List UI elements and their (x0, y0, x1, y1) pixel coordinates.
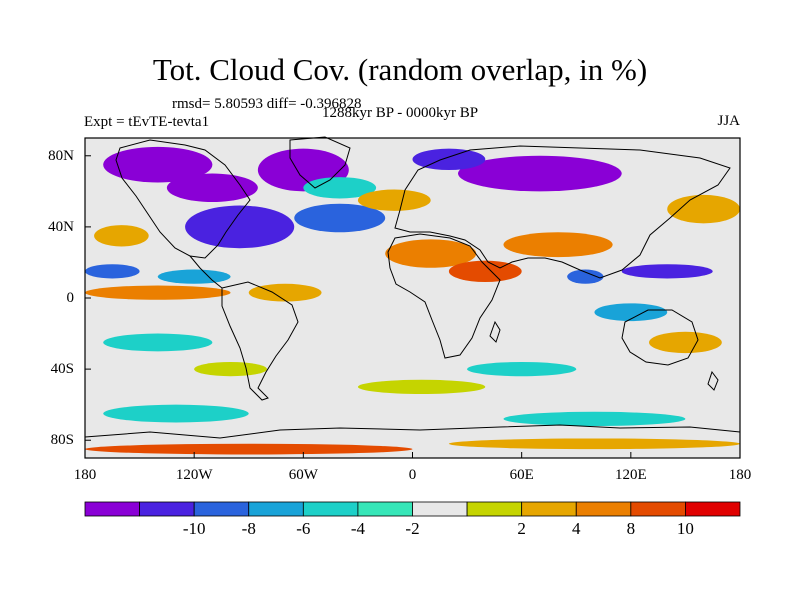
lon-label: 60E (509, 467, 534, 483)
anomaly-region-5 (185, 205, 295, 249)
anomaly-region-0 (103, 146, 213, 183)
stats-line: rmsd= 5.80593 diff= -0.396828 (172, 96, 362, 112)
anomaly-region-16 (503, 411, 686, 426)
coastline-central-america (189, 255, 223, 289)
anomaly-region-20 (94, 225, 149, 247)
lat-label: 80S (50, 432, 74, 449)
lon-label: 0 (408, 467, 417, 483)
anomaly-region-10 (621, 264, 713, 279)
period-label: 1288kyr BP - 0000kyr BP (322, 105, 479, 121)
anomaly-region-4 (412, 148, 486, 170)
lat-label: 0 (66, 290, 75, 306)
coastline-madagascar (489, 320, 501, 343)
anomaly-region-26 (357, 379, 486, 394)
colorbar-box-9 (575, 501, 632, 517)
coastline-australia (621, 309, 699, 366)
colorbar-box-6 (412, 501, 468, 517)
colorbar-box-3 (248, 501, 304, 517)
colorbar-box-2 (193, 501, 250, 517)
anomaly-region-19 (503, 232, 613, 258)
colorbar-label: 10 (676, 519, 694, 538)
coastlines (84, 136, 741, 439)
colorbar-label: -4 (350, 519, 365, 538)
anomaly-field (85, 138, 740, 458)
anomaly-region-8 (157, 269, 231, 284)
lon-label: 120W (175, 467, 213, 483)
colorbar-label: -2 (405, 519, 420, 538)
anomaly-region-7 (85, 264, 140, 279)
anomaly-region-25 (649, 331, 722, 354)
colorbar-label: 2 (517, 519, 526, 538)
anomaly-region-13 (103, 333, 213, 352)
colorbar-label: 4 (572, 519, 581, 538)
colorbar-box-11 (685, 501, 741, 517)
anomaly-region-14 (467, 362, 577, 377)
lat-label: 80N (48, 147, 74, 164)
anomaly-region-9 (303, 177, 377, 199)
colorbar-label: 8 (626, 519, 636, 538)
colorbar-label: -8 (241, 519, 256, 538)
coastline-africa (387, 233, 501, 359)
map-title: Tot. Cloud Cov. (random overlap, in %) (152, 52, 648, 87)
colorbar-box-10 (630, 501, 686, 517)
anomaly-region-12 (594, 303, 668, 322)
anomaly-region-22 (85, 285, 231, 300)
anomaly-region-6 (294, 203, 386, 233)
season-label: JJA (717, 113, 740, 129)
coastline-greenland (289, 136, 351, 189)
colorbar-box-0 (84, 501, 140, 517)
coastline-north-america (115, 139, 251, 259)
colorbar (84, 501, 741, 517)
lat-label: 40S (50, 361, 74, 378)
colorbar-label: -10 (182, 519, 206, 538)
anomaly-region-24 (357, 189, 431, 211)
anomaly-region-23 (248, 283, 322, 302)
colorbar-box-1 (139, 501, 195, 517)
axis-ticks (84, 155, 741, 458)
anomaly-region-28 (85, 443, 413, 455)
colorbar-box-5 (357, 501, 413, 517)
lat-label: 40N (48, 218, 74, 235)
anomaly-region-17 (385, 239, 477, 268)
coastline-south-america (221, 281, 299, 401)
colorbar-label: -6 (296, 519, 311, 538)
anomaly-region-1 (166, 173, 258, 202)
anomaly-region-3 (457, 155, 622, 192)
lon-label: 180 (73, 467, 97, 483)
colorbar-box-4 (302, 501, 359, 517)
colorbar-box-8 (521, 501, 577, 517)
anomaly-region-21 (667, 194, 740, 224)
anomaly-region-11 (567, 269, 604, 284)
coastline-new-zealand (707, 370, 719, 391)
anomaly-region-27 (194, 362, 267, 377)
lon-label: 180 (728, 467, 752, 483)
lon-label: 60W (288, 467, 318, 483)
anomaly-region-18 (448, 260, 522, 283)
lon-label: 120E (614, 467, 647, 483)
experiment-label: Expt = tEvTE-tevta1 (84, 114, 210, 130)
anomaly-region-29 (448, 438, 740, 450)
coastline-antarctica (84, 424, 741, 439)
colorbar-box-7 (466, 501, 523, 517)
anomaly-region-15 (103, 404, 249, 423)
coastline-eurasia (394, 145, 731, 279)
